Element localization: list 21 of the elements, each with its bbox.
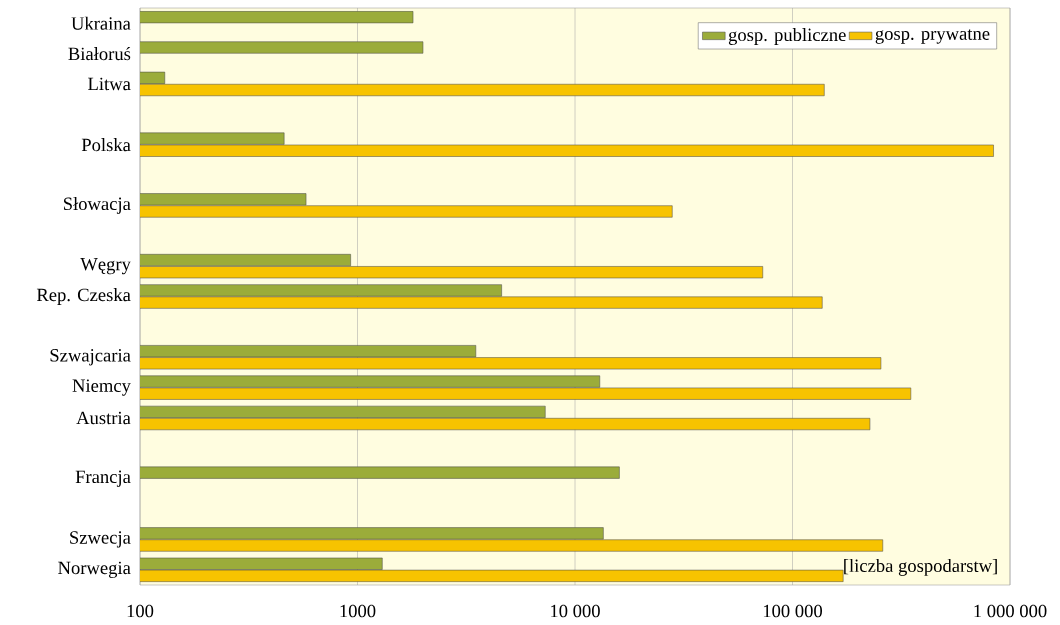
x-tick-label: 100 xyxy=(127,604,154,618)
y-tick-label: Szwecja xyxy=(70,531,131,548)
y-tick-label: Szwajcaria xyxy=(50,349,131,366)
y-tick-label: Białoruś xyxy=(68,47,131,61)
x-tick-label: 100 000 xyxy=(763,604,823,618)
y-tick-label: Słowacja xyxy=(63,196,131,214)
y-tick-label: Niemcy xyxy=(72,379,131,396)
legend-label: gosp. prywatne xyxy=(875,29,990,44)
y-tick-label: Francja xyxy=(75,470,131,487)
legend-label: gosp. publiczne xyxy=(728,28,846,45)
y-tick-label: Polska xyxy=(81,138,131,152)
x-tick-label: 1 000 000 xyxy=(974,604,1047,618)
y-tick-label: Rep. Czeska xyxy=(36,288,131,305)
y-tick-label: Ukraina xyxy=(71,16,131,30)
y-tick-label: Norwegia xyxy=(58,561,131,578)
x-tick-label: 10 000 xyxy=(551,604,600,618)
x-axis-title: [liczba gospodarstw] xyxy=(844,558,997,576)
y-tick-label: Austria xyxy=(76,411,131,425)
x-tick-label: 1000 xyxy=(340,604,376,618)
y-tick-label: Litwa xyxy=(88,77,131,91)
y-tick-label: Węgry xyxy=(80,258,131,275)
